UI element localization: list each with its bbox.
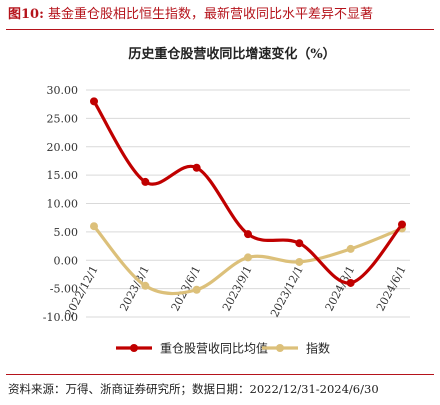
data-point-holdings <box>398 220 406 229</box>
data-point-holdings <box>244 230 252 239</box>
data-point-index <box>90 222 98 231</box>
data-point-index <box>244 253 252 262</box>
series-layer <box>90 97 406 296</box>
legend-swatch-marker <box>276 344 284 352</box>
data-point-index <box>141 281 150 290</box>
figure-caption-text: 基金重仓股相比恒生指数，最新营收同比水平差异不显著 <box>48 7 374 22</box>
top-rule <box>6 29 434 30</box>
x-tick-label: 2023/12/1 <box>268 264 306 320</box>
y-tick-label: 5.00 <box>54 226 79 239</box>
legend-item-index[interactable]: 指数 <box>262 341 330 356</box>
y-tick-label: 10.00 <box>47 198 79 211</box>
line-chart: 历史重仓股营收同比增速变化（%） 30.00 25.00 20.00 15.00 10.… <box>43 46 410 356</box>
source-note: 资料来源：万得、浙商证券研究所；数据日期：2022/12/31-2024/6/3… <box>8 382 379 396</box>
legend: 重仓股营收同比均值 指数 <box>116 341 330 356</box>
figure-number: 图10: <box>8 7 44 22</box>
data-point-holdings <box>295 239 304 248</box>
y-tick-label: -10.00 <box>43 311 78 324</box>
legend-swatch-marker <box>130 344 138 352</box>
figure-caption: 图10: 基金重仓股相比恒生指数，最新营收同比水平差异不显著 <box>8 4 432 26</box>
y-tick-label: 30.00 <box>47 84 79 97</box>
y-tick-label: 0.00 <box>54 254 79 267</box>
y-tick-label: 25.00 <box>47 112 79 125</box>
data-point-holdings <box>346 278 355 287</box>
y-axis-tick-labels: 30.00 25.00 20.00 15.00 10.00 5.00 0.00 -5.00 -1… <box>43 84 78 324</box>
data-point-holdings <box>192 163 201 172</box>
y-tick-label: 15.00 <box>47 169 79 182</box>
chart-container: 历史重仓股营收同比增速变化（%） 30.00 25.00 20.00 15.00 10.… <box>0 34 440 372</box>
x-axis-tick-labels: 2022/12/1 2023/3/1 2023/6/1 2023/9/1 2023/12… <box>63 264 409 320</box>
data-point-index <box>192 285 201 294</box>
data-point-holdings <box>90 97 98 106</box>
data-point-index <box>346 244 355 253</box>
chart-title: 历史重仓股营收同比增速变化（%） <box>128 46 335 62</box>
legend-label: 指数 <box>306 341 330 356</box>
y-tick-label: -5.00 <box>50 283 78 296</box>
data-point-holdings <box>141 177 150 186</box>
legend-item-holdings[interactable]: 重仓股营收同比均值 <box>116 341 268 356</box>
data-point-index <box>295 257 304 266</box>
y-tick-label: 20.00 <box>47 141 79 154</box>
legend-label: 重仓股营收同比均值 <box>160 341 268 356</box>
bottom-rule <box>6 374 434 375</box>
